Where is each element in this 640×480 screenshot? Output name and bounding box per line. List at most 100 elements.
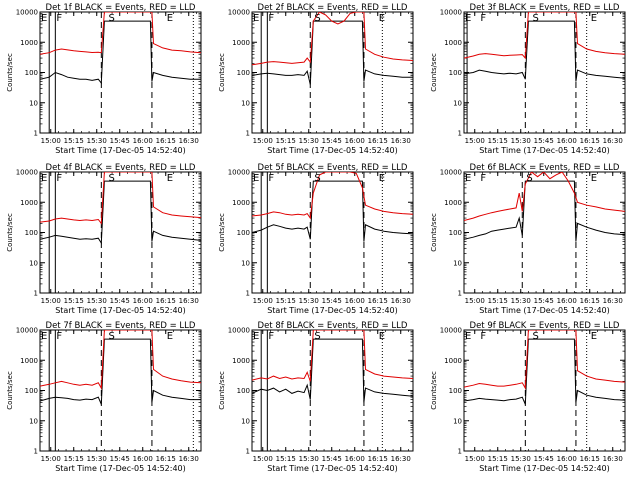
y-axis-label: Counts/sec <box>6 53 14 92</box>
x-tick-label: 15:30 <box>511 137 531 145</box>
x-tick-label: 15:00 <box>41 137 61 145</box>
x-axis-label: Start Time (17-Dec-05 14:52:40) <box>479 306 610 315</box>
series-events <box>252 338 413 403</box>
x-tick-label: 15:15 <box>276 137 296 145</box>
y-tick-label: 1 <box>34 448 38 456</box>
y-axis-label: Counts/sec <box>218 53 226 92</box>
marker-label: E <box>41 331 47 342</box>
y-tick-label: 10000 <box>440 327 462 335</box>
x-tick-label: 16:15 <box>368 455 388 463</box>
marker-label: F <box>56 173 62 184</box>
x-tick-label: 15:45 <box>534 137 554 145</box>
x-tick-label: 16:15 <box>580 455 600 463</box>
y-tick-label: 10000 <box>16 169 38 177</box>
x-tick-label: 15:30 <box>511 297 531 305</box>
x-tick-label: 16:00 <box>557 297 577 305</box>
marker-label: E <box>41 13 47 24</box>
series-lld <box>464 172 625 221</box>
x-tick-label: 15:30 <box>299 297 319 305</box>
x-tick-label: 16:15 <box>156 297 176 305</box>
detector-panel-1: Det 1f BLACK = Events, RED = LLD Counts/s… <box>6 3 202 155</box>
x-tick-label: 15:15 <box>488 455 508 463</box>
detector-panel-4: Det 4f BLACK = Events, RED = LLD Counts/s… <box>6 163 202 315</box>
x-tick-label: 16:30 <box>179 455 199 463</box>
y-tick-label: 100 <box>237 229 250 237</box>
series-events <box>252 20 413 85</box>
y-tick-label: 10 <box>29 259 38 267</box>
x-tick-label: 15:45 <box>534 455 554 463</box>
x-tick-label: 16:15 <box>156 137 176 145</box>
marker-label: E <box>167 13 173 24</box>
y-tick-label: 1000 <box>444 39 462 47</box>
y-axis-label: Counts/sec <box>430 213 438 252</box>
y-axis-label: Counts/sec <box>6 371 14 410</box>
y-tick-label: 10 <box>241 99 250 107</box>
detector-panel-9: Det 9f BLACK = Events, RED = LLD Counts/s… <box>430 321 626 473</box>
detector-panel-6: Det 6f BLACK = Events, RED = LLD Counts/s… <box>430 163 626 315</box>
x-tick-label: 15:15 <box>488 297 508 305</box>
y-tick-label: 10000 <box>228 327 250 335</box>
y-tick-label: 10000 <box>440 169 462 177</box>
series-lld <box>464 330 625 390</box>
marker-label: F <box>480 331 486 342</box>
x-tick-label: 15:15 <box>64 297 84 305</box>
y-tick-label: 1 <box>458 448 462 456</box>
y-tick-label: 1000 <box>444 199 462 207</box>
y-tick-label: 1 <box>458 290 462 298</box>
marker-label: F <box>480 173 486 184</box>
y-tick-label: 10000 <box>228 169 250 177</box>
x-tick-label: 15:30 <box>511 455 531 463</box>
marker-label: E <box>591 331 597 342</box>
detector-panel-2: Det 2f BLACK = Events, RED = LLD Counts/s… <box>218 3 414 155</box>
y-axis-label: Counts/sec <box>6 213 14 252</box>
x-tick-label: 15:45 <box>110 137 130 145</box>
x-tick-label: 16:00 <box>345 455 365 463</box>
y-tick-label: 10 <box>29 99 38 107</box>
marker-label: S <box>526 173 532 184</box>
marker-label: E <box>465 173 471 184</box>
x-tick-label: 15:00 <box>253 455 273 463</box>
x-tick-label: 16:30 <box>603 137 623 145</box>
x-tick-label: 15:45 <box>322 455 342 463</box>
panel-title: Det 9f BLACK = Events, RED = LLD <box>470 321 620 331</box>
y-tick-label: 1000 <box>20 39 38 47</box>
y-tick-label: 10000 <box>16 9 38 17</box>
y-tick-label: 10 <box>453 417 462 425</box>
x-tick-label: 16:30 <box>179 297 199 305</box>
y-tick-label: 1 <box>246 448 250 456</box>
marker-label: E <box>379 13 385 24</box>
y-tick-label: 10000 <box>228 9 250 17</box>
y-axis-label: Counts/sec <box>218 213 226 252</box>
detector-panel-5: Det 5f BLACK = Events, RED = LLD Counts/s… <box>218 163 414 315</box>
series-events <box>464 20 625 82</box>
x-tick-label: 16:30 <box>603 297 623 305</box>
x-tick-label: 15:00 <box>41 455 61 463</box>
marker-label: S <box>532 13 538 24</box>
x-tick-label: 15:00 <box>253 297 273 305</box>
x-tick-label: 16:15 <box>368 297 388 305</box>
panel-title: Det 7f BLACK = Events, RED = LLD <box>46 321 196 331</box>
marker-label: F <box>268 331 274 342</box>
marker-label: E <box>465 13 471 24</box>
y-tick-label: 10 <box>453 99 462 107</box>
x-tick-label: 15:00 <box>465 297 485 305</box>
x-tick-label: 15:45 <box>534 297 554 305</box>
series-events <box>464 180 625 242</box>
y-axis-label: Counts/sec <box>218 371 226 410</box>
y-tick-label: 100 <box>449 387 462 395</box>
y-tick-label: 100 <box>25 229 38 237</box>
detector-panel-7: Det 7f BLACK = Events, RED = LLD Counts/s… <box>6 321 202 473</box>
panel-title: Det 6f BLACK = Events, RED = LLD <box>470 163 620 173</box>
x-tick-label: 15:30 <box>87 297 107 305</box>
y-tick-label: 1000 <box>444 357 462 365</box>
series-lld <box>252 330 413 382</box>
marker-label: E <box>41 173 47 184</box>
x-tick-label: 15:00 <box>41 297 61 305</box>
panel-title: Det 1f BLACK = Events, RED = LLD <box>46 3 196 13</box>
x-axis-label: Start Time (17-Dec-05 14:52:40) <box>55 464 186 473</box>
marker-label: S <box>314 331 320 342</box>
marker-label: E <box>591 173 597 184</box>
y-tick-label: 10 <box>453 259 462 267</box>
y-tick-label: 10000 <box>16 327 38 335</box>
x-axis-label: Start Time (17-Dec-05 14:52:40) <box>479 464 610 473</box>
